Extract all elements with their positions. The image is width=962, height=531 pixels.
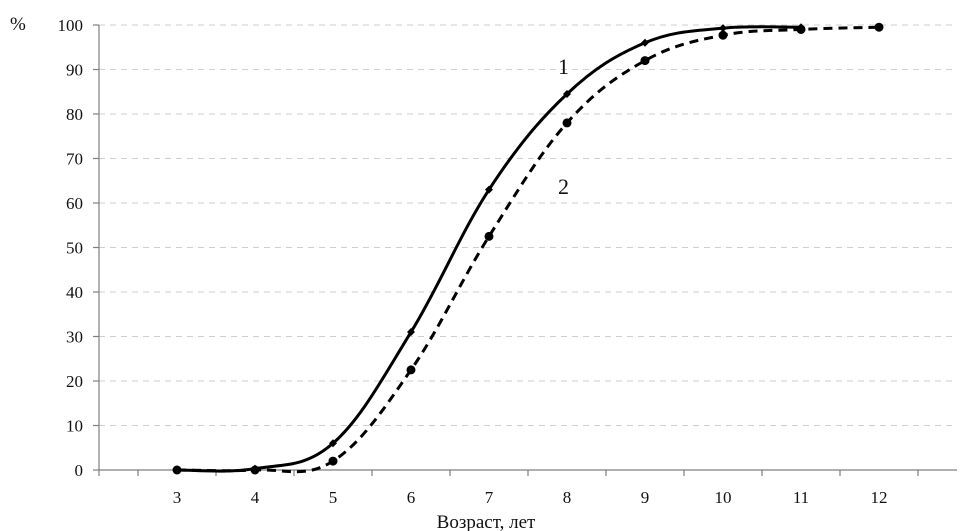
series-1-point	[563, 89, 571, 98]
series-label-2: 2	[558, 174, 569, 199]
y-tick-label: 40	[66, 283, 83, 302]
x-tick-label: 3	[173, 488, 182, 507]
series-1-point	[485, 185, 493, 194]
y-tick-label: 100	[58, 16, 84, 35]
series-2-point	[874, 22, 884, 32]
series-2-line	[176, 25, 880, 474]
y-tick-label: 60	[66, 194, 83, 213]
y-tick-label: 10	[66, 417, 83, 436]
x-tick-label: 10	[715, 488, 732, 507]
y-tick-label: 30	[66, 328, 83, 347]
series-2-point	[328, 456, 338, 466]
x-axis-title: Возраст, лет	[437, 512, 536, 531]
series-2-point	[406, 365, 416, 375]
y-axis-title: %	[10, 14, 26, 35]
x-axis-ticks: 3 4 5 6 7 8 9 10 11 12	[98, 470, 919, 507]
x-tick-label: 6	[407, 488, 416, 507]
y-tick-label: 70	[66, 150, 83, 169]
series-2-point	[796, 24, 806, 34]
y-axis-ticks: 0 10 20 30 40 50 60 70 80 90 100	[58, 16, 99, 480]
gridlines	[99, 24, 957, 426]
series-2-point	[484, 231, 494, 241]
x-tick-label: 4	[251, 488, 260, 507]
y-tick-label: 90	[66, 61, 83, 80]
series-group	[172, 22, 884, 475]
x-tick-label: 11	[793, 488, 809, 507]
series-2-point	[640, 56, 650, 66]
y-tick-label: 0	[75, 461, 84, 480]
series-1-point	[407, 328, 415, 337]
series-1-point	[329, 439, 337, 448]
y-tick-label: 80	[66, 105, 83, 124]
series-2-point	[562, 118, 572, 128]
series-2-point	[718, 30, 728, 40]
y-tick-label: 20	[66, 372, 83, 391]
series-1-line	[176, 25, 802, 473]
series-2-point	[172, 465, 182, 475]
series-2-point	[250, 465, 260, 475]
y-tick-label: 50	[66, 239, 83, 258]
x-tick-label: 8	[563, 488, 572, 507]
series-1-point	[641, 38, 649, 47]
x-tick-label: 12	[871, 488, 888, 507]
x-tick-label: 9	[641, 488, 650, 507]
series-1-point	[719, 24, 727, 33]
series-label-1: 1	[558, 54, 569, 79]
x-tick-label: 5	[329, 488, 338, 507]
x-tick-label: 7	[485, 488, 494, 507]
